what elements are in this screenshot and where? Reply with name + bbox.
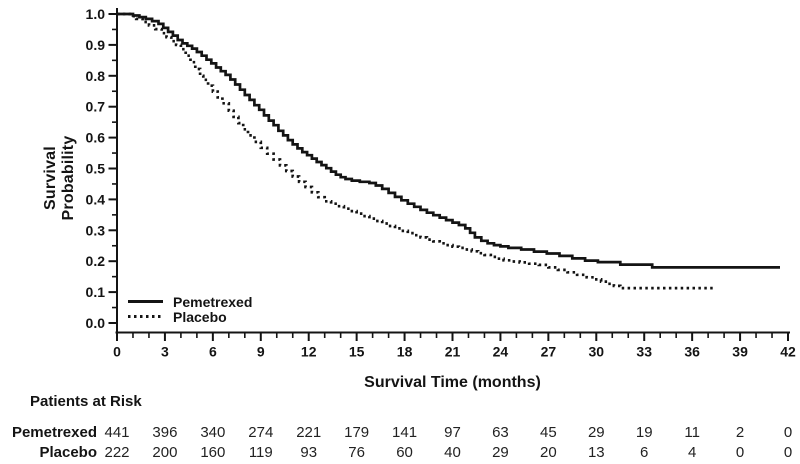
y-tick-label: 0.0 [86,315,106,331]
at-risk-count: 63 [492,424,509,441]
at-risk-count: 221 [296,424,322,441]
x-tick-label: 33 [636,344,652,360]
y-tick-label: 0.2 [86,253,106,269]
at-risk-count: 19 [635,424,653,441]
at-risk-count: 0 [783,424,793,441]
at-risk-count: 396 [152,424,178,441]
at-risk-row-label-placebo: Placebo [39,444,97,461]
y-tick-label: 0.9 [86,37,106,53]
x-tick-label: 6 [209,344,217,360]
at-risk-count: 179 [344,424,370,441]
at-risk-count: 441 [104,424,130,441]
y-tick-label: 0.5 [86,161,106,177]
at-risk-count: 119 [248,444,273,461]
at-risk-count: 20 [540,444,557,461]
at-risk-count: 6 [640,444,649,461]
at-risk-title: Patients at Risk [30,393,142,410]
at-risk-count: 160 [200,444,226,461]
at-risk-count: 274 [248,424,274,441]
x-tick-label: 30 [588,344,604,360]
at-risk-count: 29 [492,444,509,461]
at-risk-count: 4 [687,444,697,461]
x-tick-label: 3 [161,344,169,360]
placebo-line-sample [128,315,163,318]
at-risk-count: 60 [396,444,413,461]
at-risk-count: 200 [152,444,178,461]
at-risk-count: 0 [735,444,745,461]
at-risk-count: 340 [200,424,226,441]
at-risk-count: 141 [392,424,418,441]
x-tick-label: 12 [301,344,317,360]
pemetrexed-curve [117,12,780,269]
x-tick-label: 15 [349,344,365,360]
at-risk-count: 222 [104,444,130,461]
y-axis-title: Survival Probability [42,135,77,221]
x-tick-label: 36 [684,344,700,360]
x-tick-label: 18 [397,344,413,360]
at-risk-count: 29 [587,424,605,441]
legend-label-placebo: Placebo [173,308,227,325]
at-risk-count: 93 [300,444,318,461]
x-tick-label: 0 [113,344,121,360]
x-axis-title: Survival Time (months) [364,374,541,391]
legend-item-placebo: Placebo [128,308,252,325]
legend-label-pemetrexed: Pemetrexed [173,293,253,310]
at-risk-count: 2 [735,424,745,441]
pemetrexed-line-sample [128,300,163,303]
at-risk-count: 13 [587,444,605,461]
at-risk-count: 97 [444,424,461,441]
y-tick-label: 0.3 [86,222,106,238]
x-tick-label: 27 [541,344,557,360]
at-risk-count: 45 [540,424,557,441]
at-risk-row-label-pemetrexed: Pemetrexed [11,424,97,441]
y-tick-label: 0.7 [86,99,106,115]
x-tick-label: 21 [445,344,461,360]
x-tick-label: 9 [257,344,265,360]
at-risk-count: 40 [444,444,461,461]
x-tick-label: 24 [493,344,509,360]
y-tick-label: 0.8 [86,68,106,84]
legend: Pemetrexed Placebo [128,293,253,325]
y-tick-label: 0.4 [86,191,106,207]
at-risk-count: 76 [348,444,365,461]
y-tick-label: 0.6 [86,130,106,146]
at-risk-count: 11 [684,424,700,441]
placebo-curve [117,12,717,290]
y-tick-label: 0.1 [86,284,106,300]
at-risk-count: 0 [783,444,793,461]
x-tick-label: 42 [780,344,796,360]
x-tick-label: 39 [732,344,748,360]
y-tick-label: 1.0 [86,6,106,22]
legend-item-pemetrexed: Pemetrexed [128,293,253,310]
